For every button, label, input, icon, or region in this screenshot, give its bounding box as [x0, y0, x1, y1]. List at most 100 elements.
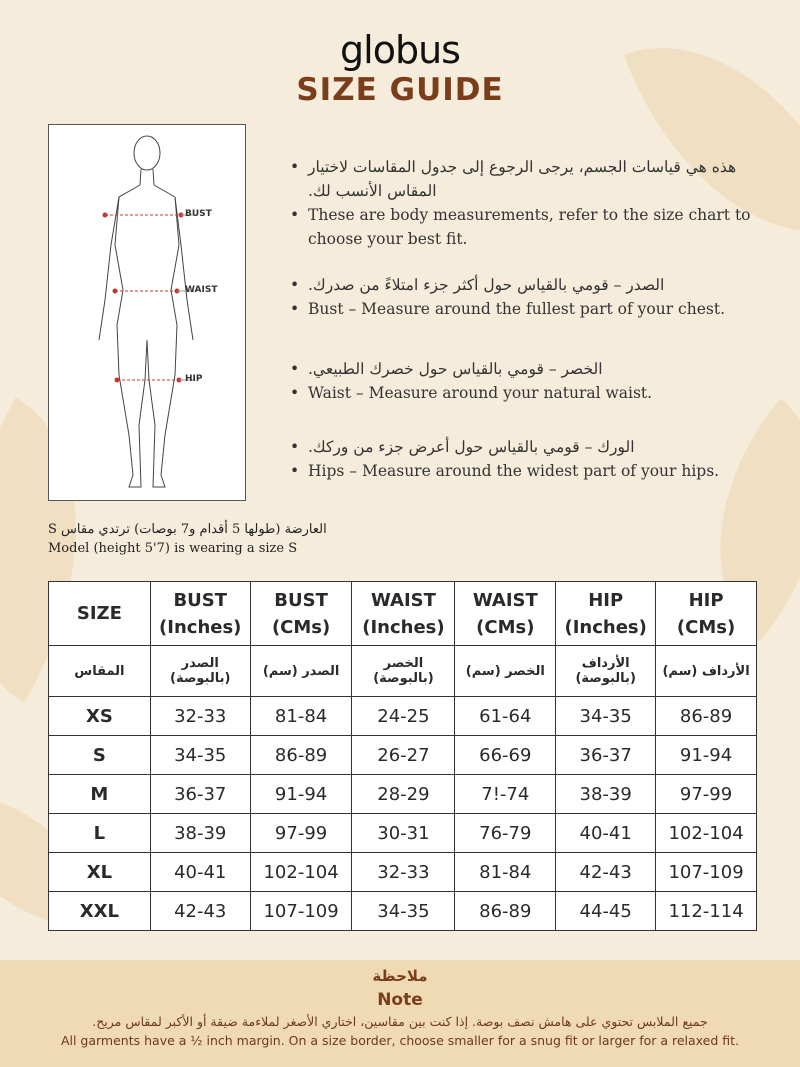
arabic-column-header: الصدر (بالبوصة): [149, 645, 251, 697]
size-cell: XL: [48, 852, 151, 892]
note-text-en: All garments have a ½ inch margin. On a …: [60, 1033, 740, 1048]
measurement-cell: 40-41: [555, 813, 657, 853]
column-header-text: (Inches): [159, 616, 242, 638]
column-header-text: (CMs): [271, 616, 331, 638]
body-measurement-figure: BUST WAIST HIP: [48, 124, 246, 501]
measurement-cell: 42-43: [149, 891, 251, 931]
size-cell: S: [48, 735, 151, 775]
measurement-cell: 26-27: [351, 735, 456, 775]
arabic-column-header: الأرداف (بالبوصة): [555, 645, 657, 697]
column-header: BUST (Inches): [149, 581, 251, 646]
table-row: M 36-37 91-94 28-29 7!-74 38-39 97-99: [48, 774, 757, 814]
measurement-cell: 81-84: [249, 696, 353, 736]
measurement-cell: 76-79: [454, 813, 557, 853]
measurement-cell: 36-37: [149, 774, 251, 814]
measurement-cell: 38-39: [149, 813, 251, 853]
measurement-cell: 24-25: [351, 696, 456, 736]
bust-label: BUST: [185, 209, 212, 219]
hip-label: HIP: [185, 374, 203, 384]
measurement-cell: 97-99: [655, 774, 757, 814]
measurement-cell: 32-33: [149, 696, 251, 736]
column-header-text: (Inches): [564, 616, 647, 638]
measurement-cell: 44-45: [555, 891, 657, 931]
column-header-text: BUST: [274, 589, 328, 611]
measurement-cell: 91-94: [249, 774, 353, 814]
size-chart-table: SIZE BUST (Inches) BUST (CMs) WAIST (Inches) WA…: [48, 581, 757, 931]
column-header: BUST (CMs): [249, 581, 353, 646]
size-cell: XXL: [48, 891, 151, 931]
hip-instruction-ar: الورك – قومي بالقياس حول أعرض جزء من ورك…: [288, 435, 758, 459]
bust-instruction-ar: الصدر – قومي بالقياس حول أكثر جزء امتلاء…: [288, 273, 758, 297]
measurement-cell: 91-94: [655, 735, 757, 775]
measurement-cell: 34-35: [555, 696, 657, 736]
column-header-text: (CMs): [476, 616, 535, 638]
body-silhouette-icon: [98, 135, 194, 488]
measurement-cell: 107-109: [249, 891, 353, 931]
bust-instruction-en: Bust – Measure around the fullest part o…: [288, 297, 758, 321]
note-section: ملاحظة Note جميع الملابس تحتوي على هامش …: [0, 960, 800, 1067]
measurement-cell: 97-99: [249, 813, 353, 853]
column-header: HIP (Inches): [555, 581, 657, 646]
table-row: S 34-35 86-89 26-27 66-69 36-37 91-94: [48, 735, 757, 775]
column-header-text: SIZE: [76, 603, 122, 624]
column-header-text: HIP: [588, 589, 624, 611]
measurement-cell: 36-37: [555, 735, 657, 775]
measurement-cell: 102-104: [249, 852, 353, 892]
instruction-ar: هذه هي قياسات الجسم، يرجى الرجوع إلى جدو…: [288, 155, 758, 203]
table-row: XXL 42-43 107-109 34-35 86-89 44-45 112-114: [48, 891, 757, 931]
size-cell: L: [48, 813, 151, 853]
measurement-cell: 42-43: [555, 852, 657, 892]
arabic-column-header: المقاس: [48, 645, 151, 697]
column-header: WAIST (CMs): [454, 581, 557, 646]
measurement-cell: 30-31: [351, 813, 456, 853]
page-title: SIZE GUIDE: [296, 72, 504, 108]
column-header-text: HIP: [688, 589, 724, 611]
arabic-column-header: الأرداف (سم): [655, 645, 757, 697]
size-cell: M: [48, 774, 151, 814]
measurement-cell: 28-29: [351, 774, 456, 814]
measurement-cell: 81-84: [454, 852, 557, 892]
note-text-ar: جميع الملابس تحتوي على هامش نصف بوصة. إذ…: [92, 1014, 708, 1029]
waist-instruction-ar: الخصر – قومي بالقياس حول خصرك الطبيعي.: [288, 357, 758, 381]
measurement-cell: 40-41: [149, 852, 251, 892]
table-arabic-header-row: المقاس الصدر (بالبوصة) الصدر (سم) الخصر (با…: [48, 645, 757, 697]
arabic-column-header: الخصر (بالبوصة): [351, 645, 456, 697]
model-info: العارضة (طولها 5 أقدام و7 بوصات) ترتدي م…: [48, 520, 327, 558]
model-info-en: Model (height 5'7) is wearing a size S: [48, 541, 298, 556]
measurement-cell: 112-114: [655, 891, 757, 931]
brand-logo: globus: [340, 28, 461, 72]
column-header-text: BUST: [173, 589, 228, 611]
arabic-column-header: الصدر (سم): [249, 645, 353, 697]
measurement-instructions: هذه هي قياسات الجسم، يرجى الرجوع إلى جدو…: [288, 155, 758, 509]
measurement-cell: 102-104: [655, 813, 757, 853]
column-header-text: WAIST: [370, 589, 436, 611]
waist-instruction-en: Waist – Measure around your natural wais…: [288, 381, 758, 405]
column-header: WAIST (Inches): [351, 581, 456, 646]
table-header-row: SIZE BUST (Inches) BUST (CMs) WAIST (Inches) WA…: [48, 581, 757, 646]
arabic-column-header: الخصر (سم): [454, 645, 557, 697]
table-row: XL 40-41 102-104 32-33 81-84 42-43 107-109: [48, 852, 757, 892]
measurement-cell: 7!-74: [454, 774, 557, 814]
instruction-en: These are body measurements, refer to th…: [288, 203, 758, 251]
measurement-cell: 32-33: [351, 852, 456, 892]
column-header-text: (CMs): [676, 616, 736, 638]
note-title-ar: ملاحظة: [372, 967, 428, 985]
measurement-cell: 66-69: [454, 735, 557, 775]
table-row: XS 32-33 81-84 24-25 61-64 34-35 86-89: [48, 696, 757, 736]
measurement-cell: 38-39: [555, 774, 657, 814]
measurement-cell: 86-89: [454, 891, 557, 931]
column-header-text: (Inches): [362, 616, 445, 638]
model-info-ar: العارضة (طولها 5 أقدام و7 بوصات) ترتدي م…: [48, 522, 327, 537]
measurement-cell: 86-89: [249, 735, 353, 775]
measurement-cell: 34-35: [351, 891, 456, 931]
measurement-cell: 34-35: [149, 735, 251, 775]
measurement-cell: 61-64: [454, 696, 557, 736]
table-row: L 38-39 97-99 30-31 76-79 40-41 102-104: [48, 813, 757, 853]
size-cell: XS: [48, 696, 151, 736]
measurement-cell: 86-89: [655, 696, 757, 736]
measurement-cell: 107-109: [655, 852, 757, 892]
waist-label: WAIST: [185, 285, 218, 295]
hip-instruction-en: Hips – Measure around the widest part of…: [288, 459, 758, 483]
column-header: HIP (CMs): [655, 581, 757, 646]
column-header-text: WAIST: [472, 589, 538, 611]
